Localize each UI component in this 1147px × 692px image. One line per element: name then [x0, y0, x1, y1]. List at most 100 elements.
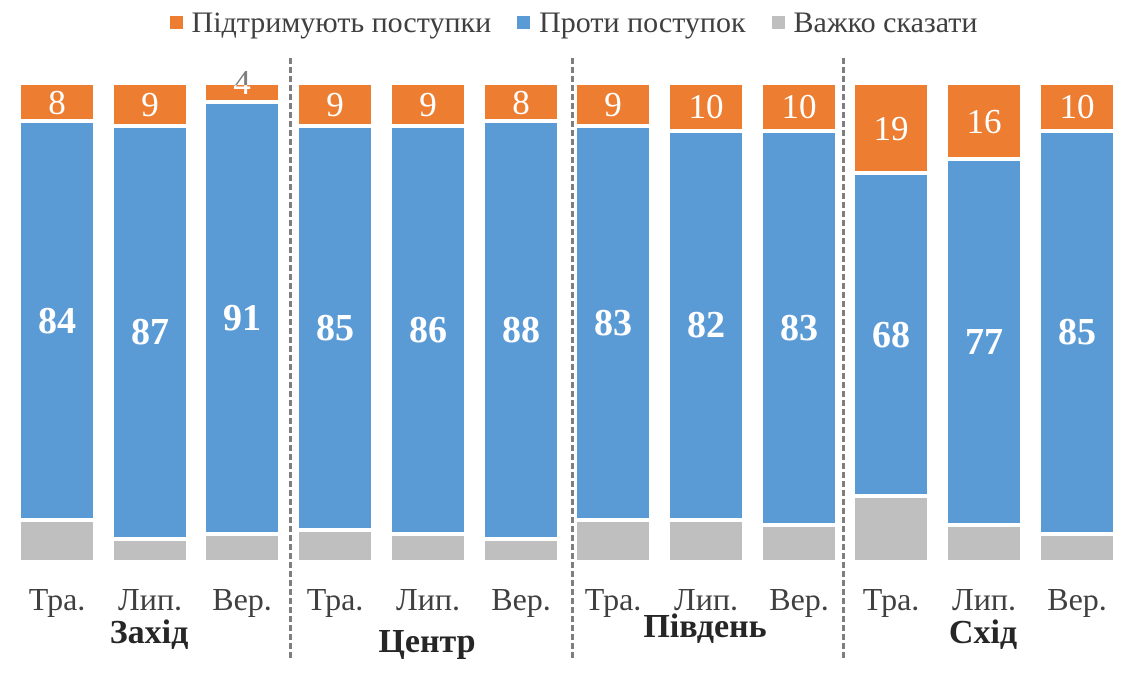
region-group-label: Захід	[109, 614, 189, 651]
value-label-support: 8	[48, 82, 66, 122]
group-separator	[289, 58, 292, 658]
stacked-bar: 8 88	[485, 85, 557, 560]
segment-undecided	[299, 531, 371, 560]
group-separator	[842, 58, 845, 658]
value-label-against: 82	[687, 304, 725, 347]
value-label-support: 9	[419, 84, 437, 124]
legend-swatch-against-icon	[517, 16, 531, 29]
segment-against: 83	[763, 132, 835, 527]
segment-against: 91	[206, 104, 278, 537]
value-label-support: 9	[141, 84, 159, 124]
segment-support: 4	[206, 65, 278, 104]
value-label-against: 86	[409, 309, 447, 351]
category-label: Лип.	[674, 581, 738, 617]
legend-item-against: Проти поступок	[517, 6, 746, 39]
segment-undecided	[114, 541, 186, 560]
segment-against: 85	[299, 127, 371, 532]
legend: Підтримують поступки Проти поступок Важк…	[0, 6, 1147, 39]
category-label: Тра.	[306, 581, 364, 617]
category-label: Вер.	[491, 581, 551, 617]
segment-against: 86	[392, 127, 464, 537]
category-label: Тра.	[28, 581, 86, 617]
stacked-bar: 10 83	[763, 85, 835, 560]
stacked-bar: 4 91	[206, 65, 278, 560]
group-separator	[571, 58, 574, 658]
value-label-support: 9	[604, 84, 622, 124]
stacked-bar: 10 82	[670, 85, 742, 560]
value-label-support: 10	[1059, 87, 1095, 127]
value-label-support: 19	[873, 108, 909, 148]
category-label: Лип.	[396, 581, 460, 617]
segment-against: 68	[855, 175, 927, 499]
legend-swatch-support-icon	[169, 16, 183, 29]
value-label-against: 84	[38, 299, 76, 342]
category-label: Лип.	[118, 581, 182, 617]
stacked-bar: 9 86	[392, 85, 464, 560]
segment-undecided	[21, 522, 93, 560]
segment-support: 19	[855, 85, 927, 176]
legend-label-support: Підтримують поступки	[191, 6, 492, 39]
segment-support: 8	[485, 85, 557, 123]
value-label-support: 4	[206, 65, 278, 100]
legend-label-undecided: Важко сказати	[793, 6, 978, 39]
value-label-support: 16	[966, 101, 1002, 141]
segment-support: 9	[392, 85, 464, 128]
segment-support: 10	[670, 85, 742, 133]
region-group-label: Центр	[378, 623, 476, 660]
region-group-label: Схід	[948, 614, 1018, 651]
category-label: Вер.	[769, 581, 829, 617]
segment-undecided	[577, 522, 649, 560]
stacked-bar: 8 84	[21, 85, 93, 560]
legend-label-against: Проти поступок	[539, 6, 746, 39]
stacked-bar: 10 85	[1041, 85, 1113, 560]
segment-undecided	[763, 526, 835, 560]
segment-undecided	[948, 526, 1020, 560]
legend-swatch-undecided-icon	[771, 16, 785, 29]
value-label-against: 83	[780, 306, 818, 349]
segment-against: 88	[485, 123, 557, 541]
stacked-bar: 9 87	[114, 85, 186, 560]
segment-undecided	[206, 536, 278, 560]
segment-support: 9	[114, 85, 186, 128]
value-label-against: 88	[502, 309, 540, 351]
segment-undecided	[855, 498, 927, 560]
category-label: Тра.	[862, 581, 920, 617]
segment-support: 9	[577, 85, 649, 128]
segment-support: 10	[763, 85, 835, 133]
segment-against: 87	[114, 127, 186, 541]
value-label-against: 85	[316, 306, 354, 349]
segment-against: 82	[670, 132, 742, 522]
category-label: Вер.	[1047, 581, 1107, 617]
segment-support: 16	[948, 85, 1020, 161]
segment-against: 84	[21, 123, 93, 522]
value-label-support: 8	[512, 82, 530, 122]
segment-undecided	[670, 522, 742, 560]
value-label-against: 85	[1058, 311, 1096, 354]
value-label-support: 10	[688, 87, 724, 127]
segment-support: 10	[1041, 85, 1113, 133]
value-label-against: 83	[594, 301, 632, 344]
legend-item-support: Підтримують поступки	[169, 6, 492, 39]
stacked-bar: 9 85	[299, 85, 371, 560]
segment-support: 8	[21, 85, 93, 123]
value-label-against: 77	[965, 320, 1003, 363]
stacked-bar: 16 77	[948, 85, 1020, 560]
value-label-against: 68	[872, 313, 910, 356]
category-label: Тра.	[584, 581, 642, 617]
segment-undecided	[1041, 536, 1113, 560]
segment-support: 9	[299, 85, 371, 128]
value-label-against: 91	[223, 297, 261, 340]
segment-against: 77	[948, 161, 1020, 527]
stacked-bar: 9 83	[577, 85, 649, 560]
category-label: Вер.	[212, 581, 272, 617]
value-label-support: 9	[326, 84, 344, 124]
legend-item-undecided: Важко сказати	[771, 6, 978, 39]
value-label-against: 87	[131, 311, 169, 354]
segment-undecided	[392, 536, 464, 560]
segment-undecided	[485, 541, 557, 560]
stacked-bar: 19 68	[855, 85, 927, 560]
category-label: Лип.	[952, 581, 1016, 617]
segment-against: 85	[1041, 132, 1113, 537]
